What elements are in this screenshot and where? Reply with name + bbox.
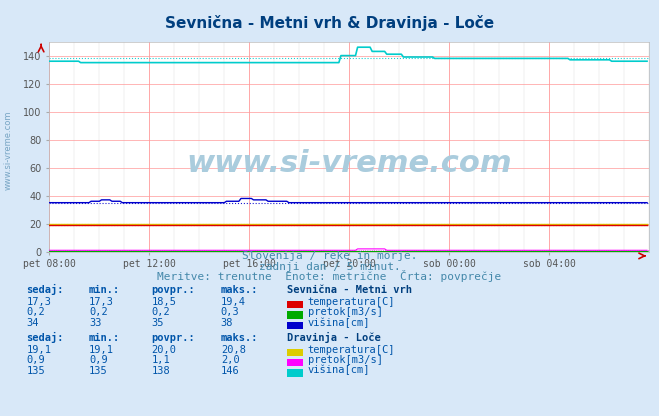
Text: 2,0: 2,0 bbox=[221, 355, 239, 365]
Text: 33: 33 bbox=[89, 318, 101, 328]
Text: 19,1: 19,1 bbox=[89, 345, 114, 355]
Text: pretok[m3/s]: pretok[m3/s] bbox=[308, 307, 383, 317]
Text: 0,2: 0,2 bbox=[152, 307, 170, 317]
Text: 135: 135 bbox=[89, 366, 107, 376]
Text: sedaj:: sedaj: bbox=[26, 332, 64, 343]
Text: 0,9: 0,9 bbox=[26, 355, 45, 365]
Text: višina[cm]: višina[cm] bbox=[308, 365, 370, 376]
Text: 0,2: 0,2 bbox=[26, 307, 45, 317]
Text: temperatura[C]: temperatura[C] bbox=[308, 345, 395, 355]
Text: 19,1: 19,1 bbox=[26, 345, 51, 355]
Text: maks.:: maks.: bbox=[221, 285, 258, 295]
Text: višina[cm]: višina[cm] bbox=[308, 317, 370, 328]
Text: 135: 135 bbox=[26, 366, 45, 376]
Text: 34: 34 bbox=[26, 318, 39, 328]
Text: 146: 146 bbox=[221, 366, 239, 376]
Text: Sevnična - Metni vrh & Dravinja - Loče: Sevnična - Metni vrh & Dravinja - Loče bbox=[165, 15, 494, 30]
Text: www.si-vreme.com: www.si-vreme.com bbox=[3, 110, 13, 190]
Text: www.si-vreme.com: www.si-vreme.com bbox=[186, 149, 512, 178]
Text: 1,1: 1,1 bbox=[152, 355, 170, 365]
Text: 17,3: 17,3 bbox=[89, 297, 114, 307]
Text: 20,0: 20,0 bbox=[152, 345, 177, 355]
Text: 38: 38 bbox=[221, 318, 233, 328]
Text: Meritve: trenutne  Enote: metrične  Črta: povprečje: Meritve: trenutne Enote: metrične Črta: … bbox=[158, 270, 501, 282]
Text: Sevnična - Metni vrh: Sevnična - Metni vrh bbox=[287, 285, 412, 295]
Text: maks.:: maks.: bbox=[221, 333, 258, 343]
Text: 19,4: 19,4 bbox=[221, 297, 246, 307]
Text: 17,3: 17,3 bbox=[26, 297, 51, 307]
Text: temperatura[C]: temperatura[C] bbox=[308, 297, 395, 307]
Text: 0,9: 0,9 bbox=[89, 355, 107, 365]
Text: Slovenija / reke in morje.: Slovenija / reke in morje. bbox=[242, 251, 417, 261]
Text: pretok[m3/s]: pretok[m3/s] bbox=[308, 355, 383, 365]
Text: povpr.:: povpr.: bbox=[152, 333, 195, 343]
Text: Dravinja - Loče: Dravinja - Loče bbox=[287, 332, 380, 343]
Text: 35: 35 bbox=[152, 318, 164, 328]
Text: 138: 138 bbox=[152, 366, 170, 376]
Text: 20,8: 20,8 bbox=[221, 345, 246, 355]
Text: zadnji dan / 5 minut.: zadnji dan / 5 minut. bbox=[258, 262, 401, 272]
Text: 18,5: 18,5 bbox=[152, 297, 177, 307]
Text: sedaj:: sedaj: bbox=[26, 284, 64, 295]
Text: 0,2: 0,2 bbox=[89, 307, 107, 317]
Text: min.:: min.: bbox=[89, 333, 120, 343]
Text: 0,3: 0,3 bbox=[221, 307, 239, 317]
Text: min.:: min.: bbox=[89, 285, 120, 295]
Text: povpr.:: povpr.: bbox=[152, 285, 195, 295]
